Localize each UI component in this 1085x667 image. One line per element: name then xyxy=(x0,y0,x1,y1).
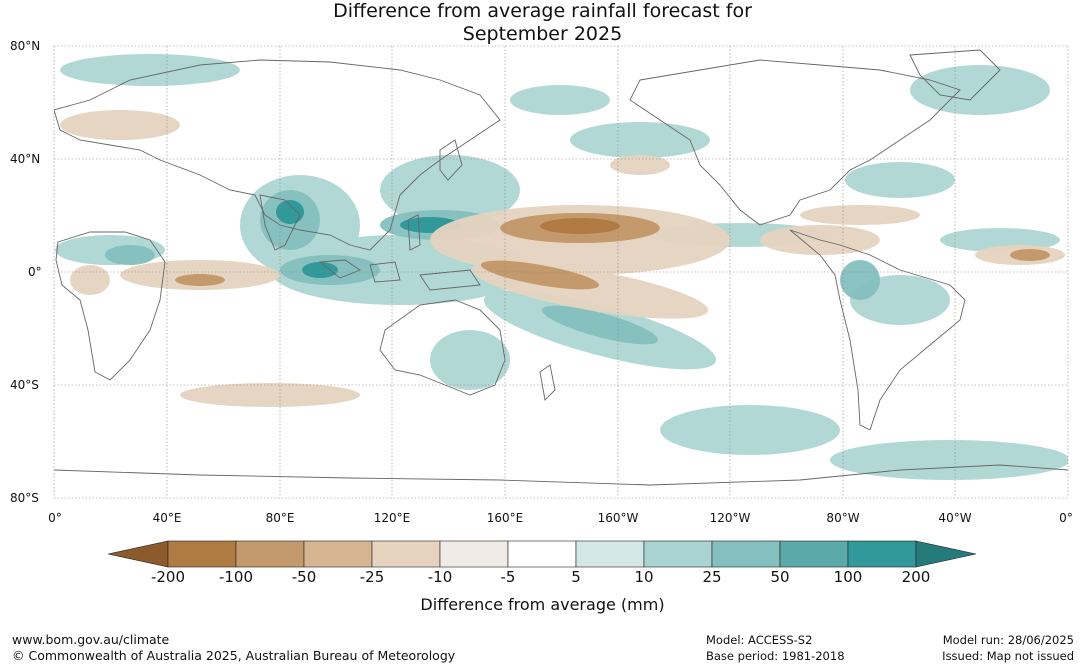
colorbar-tick-label: -5 xyxy=(500,568,516,586)
footer-base-period: Base period: 1981-2018 xyxy=(706,649,845,663)
lat-label: 80°N xyxy=(10,39,41,53)
colorbar-swatch xyxy=(167,540,237,568)
lon-label: 0° xyxy=(1059,511,1073,525)
lon-label: 0° xyxy=(48,511,62,525)
lat-label: 80°S xyxy=(10,491,39,505)
colorbar-swatch xyxy=(439,540,509,568)
title-line-1: Difference from average rainfall forecas… xyxy=(333,0,752,22)
lon-label: 80°W xyxy=(826,511,860,525)
lat-label: 40°S xyxy=(10,378,39,392)
colorbar-tick-label: 10 xyxy=(634,568,654,586)
lon-label: 40°E xyxy=(152,511,182,525)
footer-model: Model: ACCESS-S2 xyxy=(706,633,813,647)
coastlines xyxy=(54,49,1068,486)
lon-label: 160°E xyxy=(486,511,524,525)
colorbar-extend-low xyxy=(107,540,169,568)
colorbar-swatch xyxy=(303,540,373,568)
map-title: Difference from average rainfall forecas… xyxy=(0,0,1085,46)
lon-label: 160°W xyxy=(597,511,639,525)
lon-label: 120°W xyxy=(709,511,751,525)
lat-label: 40°N xyxy=(10,152,41,166)
colorbar-swatch xyxy=(711,540,781,568)
colorbar-tick-label: -50 xyxy=(291,568,317,586)
graticule xyxy=(53,45,1069,499)
colorbar-tick-label: -10 xyxy=(427,568,453,586)
colorbar-tick-label: 25 xyxy=(702,568,722,586)
lat-label: 0° xyxy=(28,265,42,279)
colorbar-swatch xyxy=(507,540,577,568)
colorbar-swatch xyxy=(235,540,305,568)
lon-label: 40°W xyxy=(938,511,972,525)
colorbar-swatch xyxy=(371,540,441,568)
footer-url: www.bom.gov.au/climate xyxy=(12,632,170,647)
footer-copyright: © Commonwealth of Australia 2025, Austra… xyxy=(12,648,456,663)
colorbar xyxy=(107,540,977,568)
colorbar-swatch xyxy=(847,540,917,568)
colorbar-tick-label: 100 xyxy=(833,568,863,586)
colorbar-extend-high xyxy=(915,540,977,568)
colorbar-tick-label: 50 xyxy=(770,568,790,586)
colorbar-swatch xyxy=(643,540,713,568)
lon-label: 120°E xyxy=(373,511,411,525)
footer-issued: Issued: Map not issued xyxy=(942,649,1074,663)
footer-model-run: Model run: 28/06/2025 xyxy=(942,633,1074,647)
colorbar-swatch xyxy=(779,540,849,568)
colorbar-tick-label: -25 xyxy=(359,568,385,586)
title-line-2: September 2025 xyxy=(462,23,623,45)
colorbar-tick-label: -200 xyxy=(150,568,186,586)
colorbar-tick-label: 200 xyxy=(901,568,931,586)
colorbar-tick-label: 5 xyxy=(571,568,581,586)
colorbar-tick-label: -100 xyxy=(218,568,254,586)
lon-label: 80°E xyxy=(265,511,295,525)
anomaly-field xyxy=(54,49,1068,486)
colorbar-swatch xyxy=(575,540,645,568)
colorbar-title: Difference from average (mm) xyxy=(420,595,665,614)
